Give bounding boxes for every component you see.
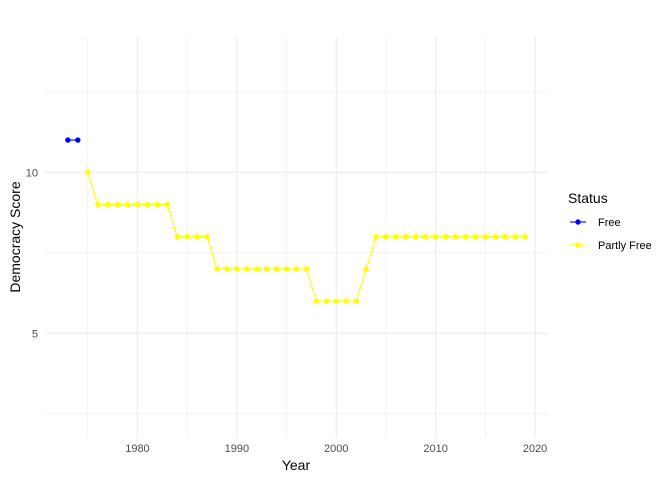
data-point-partly-free: [413, 233, 419, 240]
data-point-partly-free: [423, 233, 429, 240]
data-point-partly-free: [333, 298, 339, 304]
data-point-partly-free: [224, 266, 230, 272]
legend-title: Status: [568, 190, 608, 206]
data-point-partly-free: [502, 233, 508, 240]
data-point-partly-free: [273, 266, 280, 272]
x-tick-label: 2010: [423, 443, 447, 455]
series-lines: [67, 139, 526, 302]
data-point-partly-free: [373, 233, 379, 240]
data-point-free: [65, 137, 71, 143]
data-point-partly-free: [254, 266, 260, 272]
data-point-partly-free: [522, 233, 528, 240]
data-point-partly-free: [204, 233, 210, 240]
data-point-partly-free: [134, 201, 141, 208]
data-point-partly-free: [114, 201, 121, 208]
data-point-partly-free: [303, 266, 310, 272]
y-tick-label: 10: [26, 167, 38, 179]
y-axis-title: Democracy Score: [7, 181, 23, 292]
x-tick-label: 2020: [523, 443, 547, 455]
data-point-partly-free: [353, 298, 359, 304]
data-point-partly-free: [174, 233, 180, 240]
data-point-partly-free: [383, 233, 389, 240]
data-point-partly-free: [244, 266, 250, 272]
grid-lines: [45, 37, 548, 438]
legend-label: Partly Free: [598, 240, 652, 252]
data-point-partly-free: [343, 298, 349, 304]
data-point-partly-free: [283, 266, 290, 272]
data-point-partly-free: [124, 201, 131, 208]
data-point-partly-free: [144, 201, 151, 208]
data-point-partly-free: [363, 266, 369, 272]
legend-label: Free: [598, 217, 621, 229]
data-point-partly-free: [482, 233, 489, 240]
data-point-partly-free: [234, 266, 240, 272]
data-point-partly-free: [442, 233, 449, 240]
data-point-partly-free: [263, 266, 270, 272]
data-point-free: [75, 137, 81, 143]
data-point-partly-free: [293, 266, 300, 272]
data-point-partly-free: [492, 233, 499, 240]
data-point-partly-free: [164, 201, 170, 208]
data-point-partly-free: [432, 233, 439, 240]
series-line-partly-free: [87, 172, 526, 302]
x-axis-title: Year: [282, 457, 311, 473]
data-point-partly-free: [214, 266, 220, 272]
data-point-partly-free: [104, 201, 111, 208]
y-axis-ticks: 5 10: [26, 167, 38, 340]
data-point-partly-free: [472, 233, 479, 240]
y-tick-label: 5: [32, 328, 38, 340]
legend: Status Free Partly Free: [568, 190, 652, 252]
data-point-partly-free: [452, 233, 459, 240]
data-point-partly-free: [94, 201, 101, 208]
legend-key-point: [575, 242, 581, 248]
data-point-partly-free: [313, 298, 320, 304]
data-point-partly-free: [403, 233, 409, 240]
legend-key-point: [575, 219, 581, 225]
x-tick-label: 2000: [324, 443, 348, 455]
data-point-partly-free: [184, 233, 190, 240]
legend-item-free: Free: [570, 217, 621, 229]
data-point-partly-free: [154, 201, 161, 208]
data-point-partly-free: [323, 298, 330, 304]
legend-item-partly-free: Partly Free: [570, 240, 652, 252]
data-point-partly-free: [85, 169, 91, 175]
data-point-partly-free: [512, 233, 518, 240]
data-point-partly-free: [194, 233, 200, 240]
data-point-partly-free: [462, 233, 469, 240]
data-point-partly-free: [393, 233, 399, 240]
x-tick-label: 1980: [125, 443, 149, 455]
x-axis-ticks: 1980 1990 2000 2010 2020: [125, 443, 547, 455]
series-points: [65, 137, 528, 304]
x-tick-label: 1990: [225, 443, 249, 455]
